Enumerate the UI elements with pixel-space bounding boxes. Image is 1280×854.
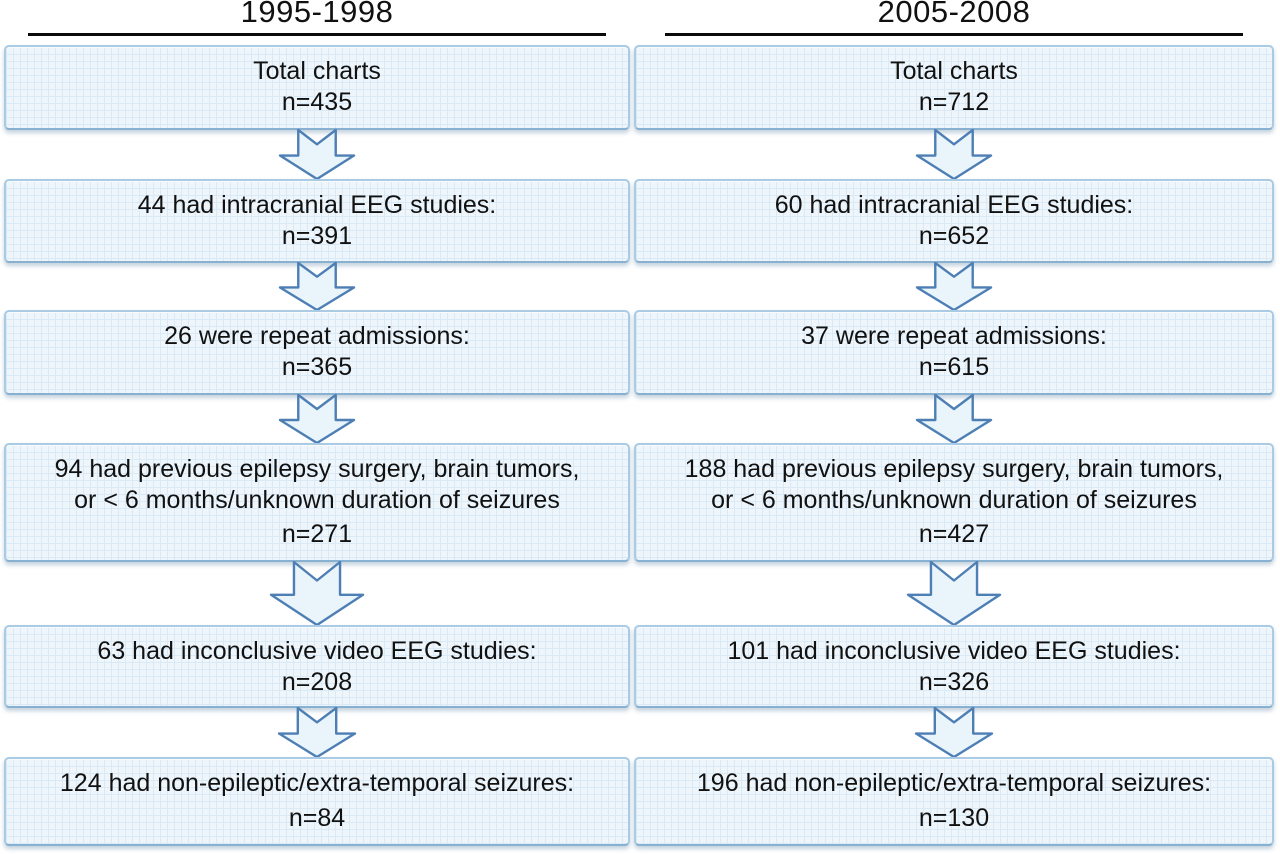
box-count: n=615 — [918, 353, 990, 381]
down-arrow-icon — [915, 262, 993, 311]
box-description-line: 188 had previous epilepsy surgery, brain… — [684, 455, 1224, 483]
box-description: 60 had intracranial EEG studies: — [644, 190, 1264, 221]
flow-box: Total charts n=435 — [4, 45, 630, 130]
column-header: 1995-1998 — [240, 0, 394, 29]
box-description-line: Total charts — [253, 57, 381, 85]
down-arrow-icon — [277, 707, 357, 758]
flow-box: 188 had previous epilepsy surgery, brain… — [634, 443, 1274, 562]
flow-box: 63 had inconclusive video EEG studies: n=… — [4, 625, 630, 708]
box-count: n=435 — [281, 88, 353, 116]
box-description: 26 were repeat admissions: — [14, 321, 620, 352]
down-arrow-icon — [915, 394, 993, 444]
box-description-line: 124 had non-epileptic/extra-temporal sei… — [59, 769, 575, 797]
box-description: Total charts — [644, 56, 1264, 87]
down-arrow-icon — [278, 262, 356, 311]
box-description-line: 26 were repeat admissions: — [164, 322, 470, 350]
box-description-line: Total charts — [890, 57, 1018, 85]
box-count: n=712 — [918, 88, 990, 116]
box-count: n=652 — [918, 222, 990, 250]
box-description-line: 101 had inconclusive video EEG studies: — [727, 637, 1181, 665]
box-description: 188 had previous epilepsy surgery, brain… — [644, 454, 1264, 516]
down-arrow-icon — [906, 561, 1002, 626]
box-description: 124 had non-epileptic/extra-temporal sei… — [14, 768, 620, 799]
box-description-line: or < 6 months/unknown duration of seizur… — [74, 486, 560, 514]
box-description: 94 had previous epilepsy surgery, brain … — [14, 454, 620, 516]
box-description-line: 63 had inconclusive video EEG studies: — [97, 637, 537, 665]
box-count: n=427 — [918, 520, 990, 548]
box-count: n=208 — [281, 668, 353, 696]
box-count: n=365 — [281, 353, 353, 381]
down-arrow-icon — [915, 129, 993, 180]
box-count: n=391 — [281, 222, 353, 250]
down-arrow-icon — [269, 561, 365, 626]
box-description-line: 37 were repeat admissions: — [801, 322, 1107, 350]
flow-box: Total charts n=712 — [634, 45, 1274, 130]
down-arrow-icon — [914, 707, 994, 758]
down-arrow-icon — [278, 129, 356, 180]
header-underline — [665, 33, 1243, 36]
box-description: Total charts — [14, 56, 620, 87]
flow-box: 196 had non-epileptic/extra-temporal sei… — [634, 757, 1274, 846]
box-description-line: 94 had previous epilepsy surgery, brain … — [54, 455, 580, 483]
box-description-line: or < 6 months/unknown duration of seizur… — [711, 486, 1197, 514]
box-count: n=326 — [918, 668, 990, 696]
box-description: 196 had non-epileptic/extra-temporal sei… — [644, 768, 1264, 799]
flow-box: 26 were repeat admissions: n=365 — [4, 310, 630, 395]
flow-box: 60 had intracranial EEG studies: n=652 — [634, 179, 1274, 263]
box-description: 44 had intracranial EEG studies: — [14, 190, 620, 221]
column-1995-1998: 1995-1998 Total charts n=435 44 had intracr… — [4, 0, 630, 854]
box-description-line: 196 had non-epileptic/extra-temporal sei… — [696, 769, 1212, 797]
flow-box: 124 had non-epileptic/extra-temporal sei… — [4, 757, 630, 846]
flow-box: 44 had intracranial EEG studies: n=391 — [4, 179, 630, 263]
box-count: n=130 — [918, 804, 990, 832]
down-arrow-icon — [278, 394, 356, 444]
box-count: n=271 — [281, 520, 353, 548]
header-underline — [28, 33, 606, 36]
column-header: 2005-2008 — [877, 0, 1031, 29]
box-description: 101 had inconclusive video EEG studies: — [644, 636, 1264, 667]
column-2005-2008: 2005-2008 Total charts n=712 60 had intracr… — [634, 0, 1274, 854]
flow-box: 101 had inconclusive video EEG studies: n… — [634, 625, 1274, 708]
box-description-line: 44 had intracranial EEG studies: — [137, 191, 497, 219]
box-count: n=84 — [288, 804, 346, 832]
flow-box: 94 had previous epilepsy surgery, brain … — [4, 443, 630, 562]
box-description: 37 were repeat admissions: — [644, 321, 1264, 352]
box-description: 63 had inconclusive video EEG studies: — [14, 636, 620, 667]
box-description-line: 60 had intracranial EEG studies: — [774, 191, 1134, 219]
flow-box: 37 were repeat admissions: n=615 — [634, 310, 1274, 395]
